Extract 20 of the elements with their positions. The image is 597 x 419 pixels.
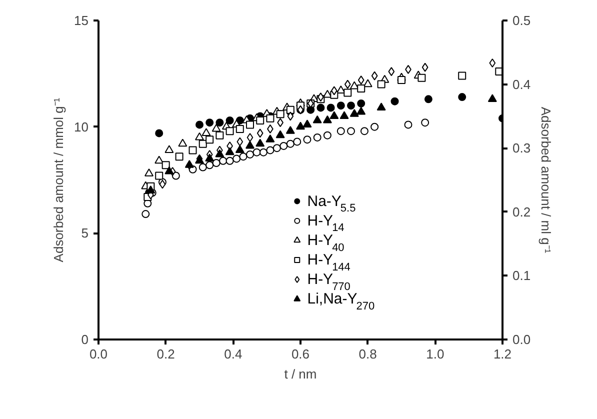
x-tick-label: 1.0 (426, 346, 444, 362)
x-tick-label: 0.6 (291, 346, 310, 362)
x-tick-label: 0.2 (156, 346, 175, 362)
y-axis-title: Adsorbed amount / mmol g⁻¹ (51, 97, 66, 262)
y2-tick-label: 0.5 (512, 13, 531, 28)
x-tick-label: 0.4 (224, 346, 242, 362)
y-tick-label: 0 (81, 332, 89, 347)
x-tick-label: 1.2 (493, 346, 512, 362)
x-axis-title: t / nm (284, 366, 317, 382)
y-tick-label: 10 (74, 119, 89, 134)
y2-axis-title: Adsorbed amount / ml g⁻¹ (538, 106, 554, 254)
y-tick-label: 5 (81, 226, 89, 241)
y2-tick-label: 0.2 (512, 204, 531, 220)
y-tick-label: 15 (74, 13, 89, 28)
x-tick-label: 0.8 (358, 346, 377, 362)
y2-tick-label: 0.3 (512, 140, 531, 156)
y2-tick-label: 0.0 (512, 332, 531, 347)
x-tick-label: 0.0 (89, 346, 108, 362)
y2-tick-label: 0.1 (512, 268, 531, 284)
y2-tick-label: 0.4 (512, 76, 531, 92)
